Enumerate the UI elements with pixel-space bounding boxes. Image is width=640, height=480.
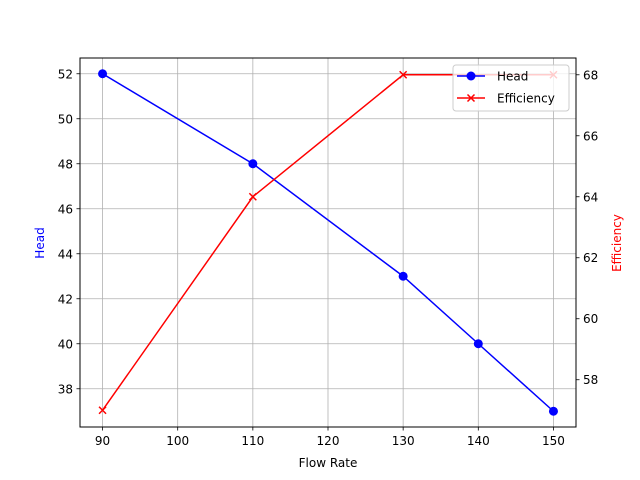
left-axis-ticks: 38 40 42 44 46 48 50 52 [58,67,80,396]
efficiency-point [98,406,107,415]
x-tick-label: 140 [467,434,490,448]
head-point [398,271,408,281]
efficiency-point [248,192,257,201]
right-tick-label: 64 [583,190,598,204]
x-axis-ticks: 90 100 110 120 130 140 150 [95,427,565,448]
head-point [548,406,558,416]
head-point [248,159,258,169]
right-axis-ticks: 58 60 62 64 66 68 [576,68,598,387]
efficiency-point [399,70,408,79]
left-tick-label: 44 [58,247,73,261]
head-point [98,69,108,79]
head-point [473,339,483,349]
legend-head-label: Head [497,70,528,84]
right-tick-label: 58 [583,373,598,387]
x-tick-label: 100 [166,434,189,448]
x-axis-label: Flow Rate [299,456,358,470]
x-tick-label: 150 [542,434,565,448]
legend-efficiency-marker-icon [466,93,476,103]
legend-efficiency-label: Efficiency [497,92,555,106]
x-tick-label: 130 [392,434,415,448]
x-tick-label: 120 [317,434,340,448]
grid-lines [80,58,576,427]
left-axis-label: Head [33,227,47,258]
left-tick-label: 50 [58,112,73,126]
x-tick-label: 90 [95,434,110,448]
left-tick-label: 46 [58,202,73,216]
left-tick-label: 48 [58,157,73,171]
left-tick-label: 42 [58,292,73,306]
left-tick-label: 40 [58,337,73,351]
legend: Head Efficiency [452,64,570,112]
right-axis-label: Efficiency [610,214,624,272]
left-tick-label: 38 [58,382,73,396]
right-tick-label: 60 [583,312,598,326]
right-tick-label: 62 [583,251,598,265]
legend-head-marker-icon [466,71,476,81]
x-tick-label: 110 [241,434,264,448]
right-tick-label: 68 [583,68,598,82]
left-tick-label: 52 [58,67,73,81]
series-head [98,69,558,416]
right-tick-label: 66 [583,129,598,143]
